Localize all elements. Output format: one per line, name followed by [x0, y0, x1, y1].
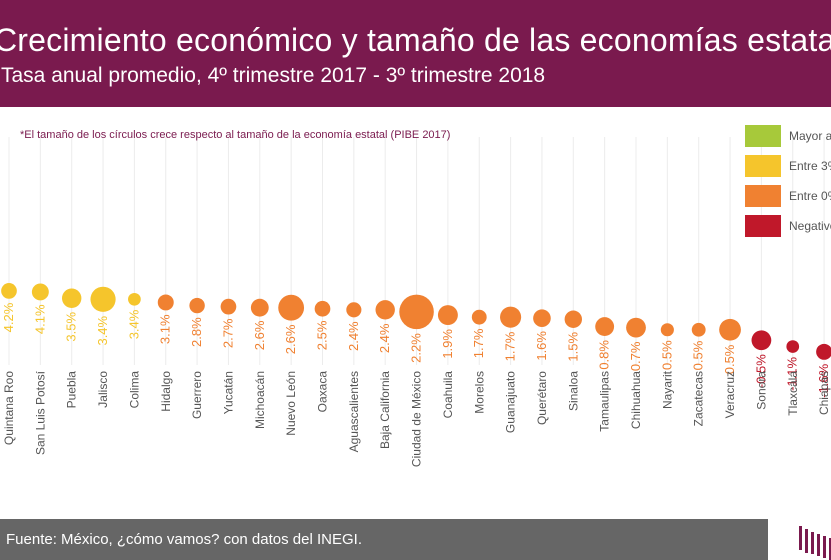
- category-label: Guerrero: [190, 371, 204, 419]
- data-label: 3.5%: [64, 312, 79, 342]
- category-label: Yucatán: [221, 371, 235, 414]
- data-label: 2.6%: [283, 324, 298, 354]
- category-label: Morelos: [472, 371, 486, 414]
- data-point: [660, 323, 674, 337]
- data-point: [31, 283, 49, 301]
- chart-title: Crecimiento económico y tamaño de las ec…: [0, 22, 831, 58]
- data-point: [595, 317, 615, 337]
- data-label: 2.7%: [220, 318, 235, 348]
- data-label: 0.8%: [597, 340, 612, 370]
- legend-label: Entre 3% y 5%: [789, 159, 831, 173]
- data-label: 1.7%: [471, 328, 486, 358]
- data-point: [346, 302, 362, 318]
- data-point: [533, 309, 551, 328]
- category-label: Jalisco: [96, 371, 110, 408]
- chart-area: 4.2% Quintana Roo 4.1% San Luis Potosí 3.5% P…: [0, 107, 831, 519]
- category-label: Baja California: [378, 371, 392, 449]
- category-label: Tamaulipas: [598, 371, 612, 432]
- category-label: Aguascalientes: [347, 371, 361, 452]
- data-label: 0.5%: [659, 340, 674, 370]
- data-label: 4.2%: [1, 302, 16, 332]
- data-label: 0.5%: [722, 344, 737, 374]
- data-label: 1.6%: [534, 331, 549, 361]
- legend-swatch: [745, 185, 781, 207]
- data-label: 1.7%: [503, 331, 518, 361]
- category-label: Colima: [127, 371, 141, 409]
- footer: Fuente: México, ¿cómo vamos? con datos d…: [0, 519, 768, 560]
- category-label: Coahuila: [441, 371, 455, 419]
- chart-header: Crecimiento económico y tamaño de las ec…: [0, 0, 831, 107]
- data-label: 1.9%: [440, 329, 455, 359]
- category-label: Sinaloa: [566, 371, 580, 411]
- data-point: [189, 297, 205, 314]
- category-label: Hidalgo: [159, 371, 173, 412]
- data-point: [626, 317, 646, 338]
- data-point: [90, 286, 116, 312]
- data-point: [61, 288, 82, 308]
- data-label: 2.6%: [252, 320, 267, 350]
- category-label: Zacatecas: [692, 371, 706, 426]
- data-point: [751, 330, 772, 351]
- legend-swatch: [745, 215, 781, 237]
- category-label: Nayarit: [660, 370, 674, 409]
- category-label: Nuevo León: [284, 371, 298, 436]
- data-point: [314, 300, 331, 317]
- data-label: 2.2%: [409, 333, 424, 363]
- legend-swatch: [745, 125, 781, 147]
- data-point: [1, 283, 17, 299]
- category-label: San Luis Potosí: [33, 370, 47, 455]
- data-label: 3.4%: [95, 315, 110, 345]
- data-label: 0.7%: [628, 341, 643, 371]
- data-label: 3.4%: [126, 309, 141, 339]
- data-point: [375, 300, 395, 320]
- data-label: -0.5%: [753, 354, 768, 388]
- data-label: -1.1%: [785, 356, 800, 390]
- data-point: [437, 305, 458, 326]
- category-label: Puebla: [65, 371, 79, 409]
- data-label: 2.8%: [189, 317, 204, 347]
- data-label: 2.5%: [315, 320, 330, 350]
- legend-label: Negativo: [789, 219, 831, 233]
- data-label: 0.5%: [691, 340, 706, 370]
- category-label: Sonora: [754, 371, 768, 410]
- data-point: [691, 322, 706, 337]
- category-label: Chiapas: [817, 371, 831, 415]
- scatter-plot: 4.2% Quintana Roo 4.1% San Luis Potosí 3.5% P…: [1, 137, 831, 467]
- data-point: [471, 309, 487, 325]
- category-label: Ciudad de México: [410, 371, 424, 467]
- category-label: Oaxaca: [316, 371, 330, 413]
- category-label: Veracruz: [723, 371, 737, 418]
- data-point: [128, 292, 141, 306]
- category-label: Tlaxcala: [786, 371, 800, 416]
- data-point: [564, 310, 582, 328]
- data-point: [157, 294, 174, 311]
- data-label: 2.4%: [346, 321, 361, 351]
- category-label: Querétaro: [535, 371, 549, 425]
- legend-swatch: [745, 155, 781, 177]
- data-label: 1.5%: [565, 332, 580, 362]
- source-text: Fuente: México, ¿cómo vamos? con datos d…: [6, 531, 362, 548]
- category-label: Guanajuato: [504, 371, 518, 433]
- chart-subtitle: Tasa anual promedio, 4º trimestre 2017 -…: [1, 64, 546, 87]
- data-label: 2.4%: [377, 323, 392, 353]
- category-label: Michoacán: [253, 371, 267, 429]
- data-label: 3.1%: [158, 314, 173, 344]
- brand-logo-icon: [799, 526, 831, 560]
- legend-label: Entre 0% y 3%: [789, 189, 831, 203]
- data-point: [500, 306, 522, 328]
- legend-label: Mayor a 5%: [789, 129, 831, 143]
- data-label: 4.1%: [32, 304, 47, 334]
- data-point: [220, 298, 237, 315]
- category-label: Chihuahua: [629, 371, 643, 429]
- data-point: [816, 343, 831, 360]
- category-label: Quintana Roo: [2, 371, 16, 445]
- data-point: [719, 318, 741, 341]
- data-point: [786, 340, 800, 353]
- circle-size-note: *El tamaño de los círculos crece respect…: [20, 129, 451, 141]
- data-point: [278, 294, 305, 321]
- data-point: [250, 298, 269, 317]
- data-point: [399, 294, 434, 330]
- data-label: -1.6%: [816, 363, 831, 397]
